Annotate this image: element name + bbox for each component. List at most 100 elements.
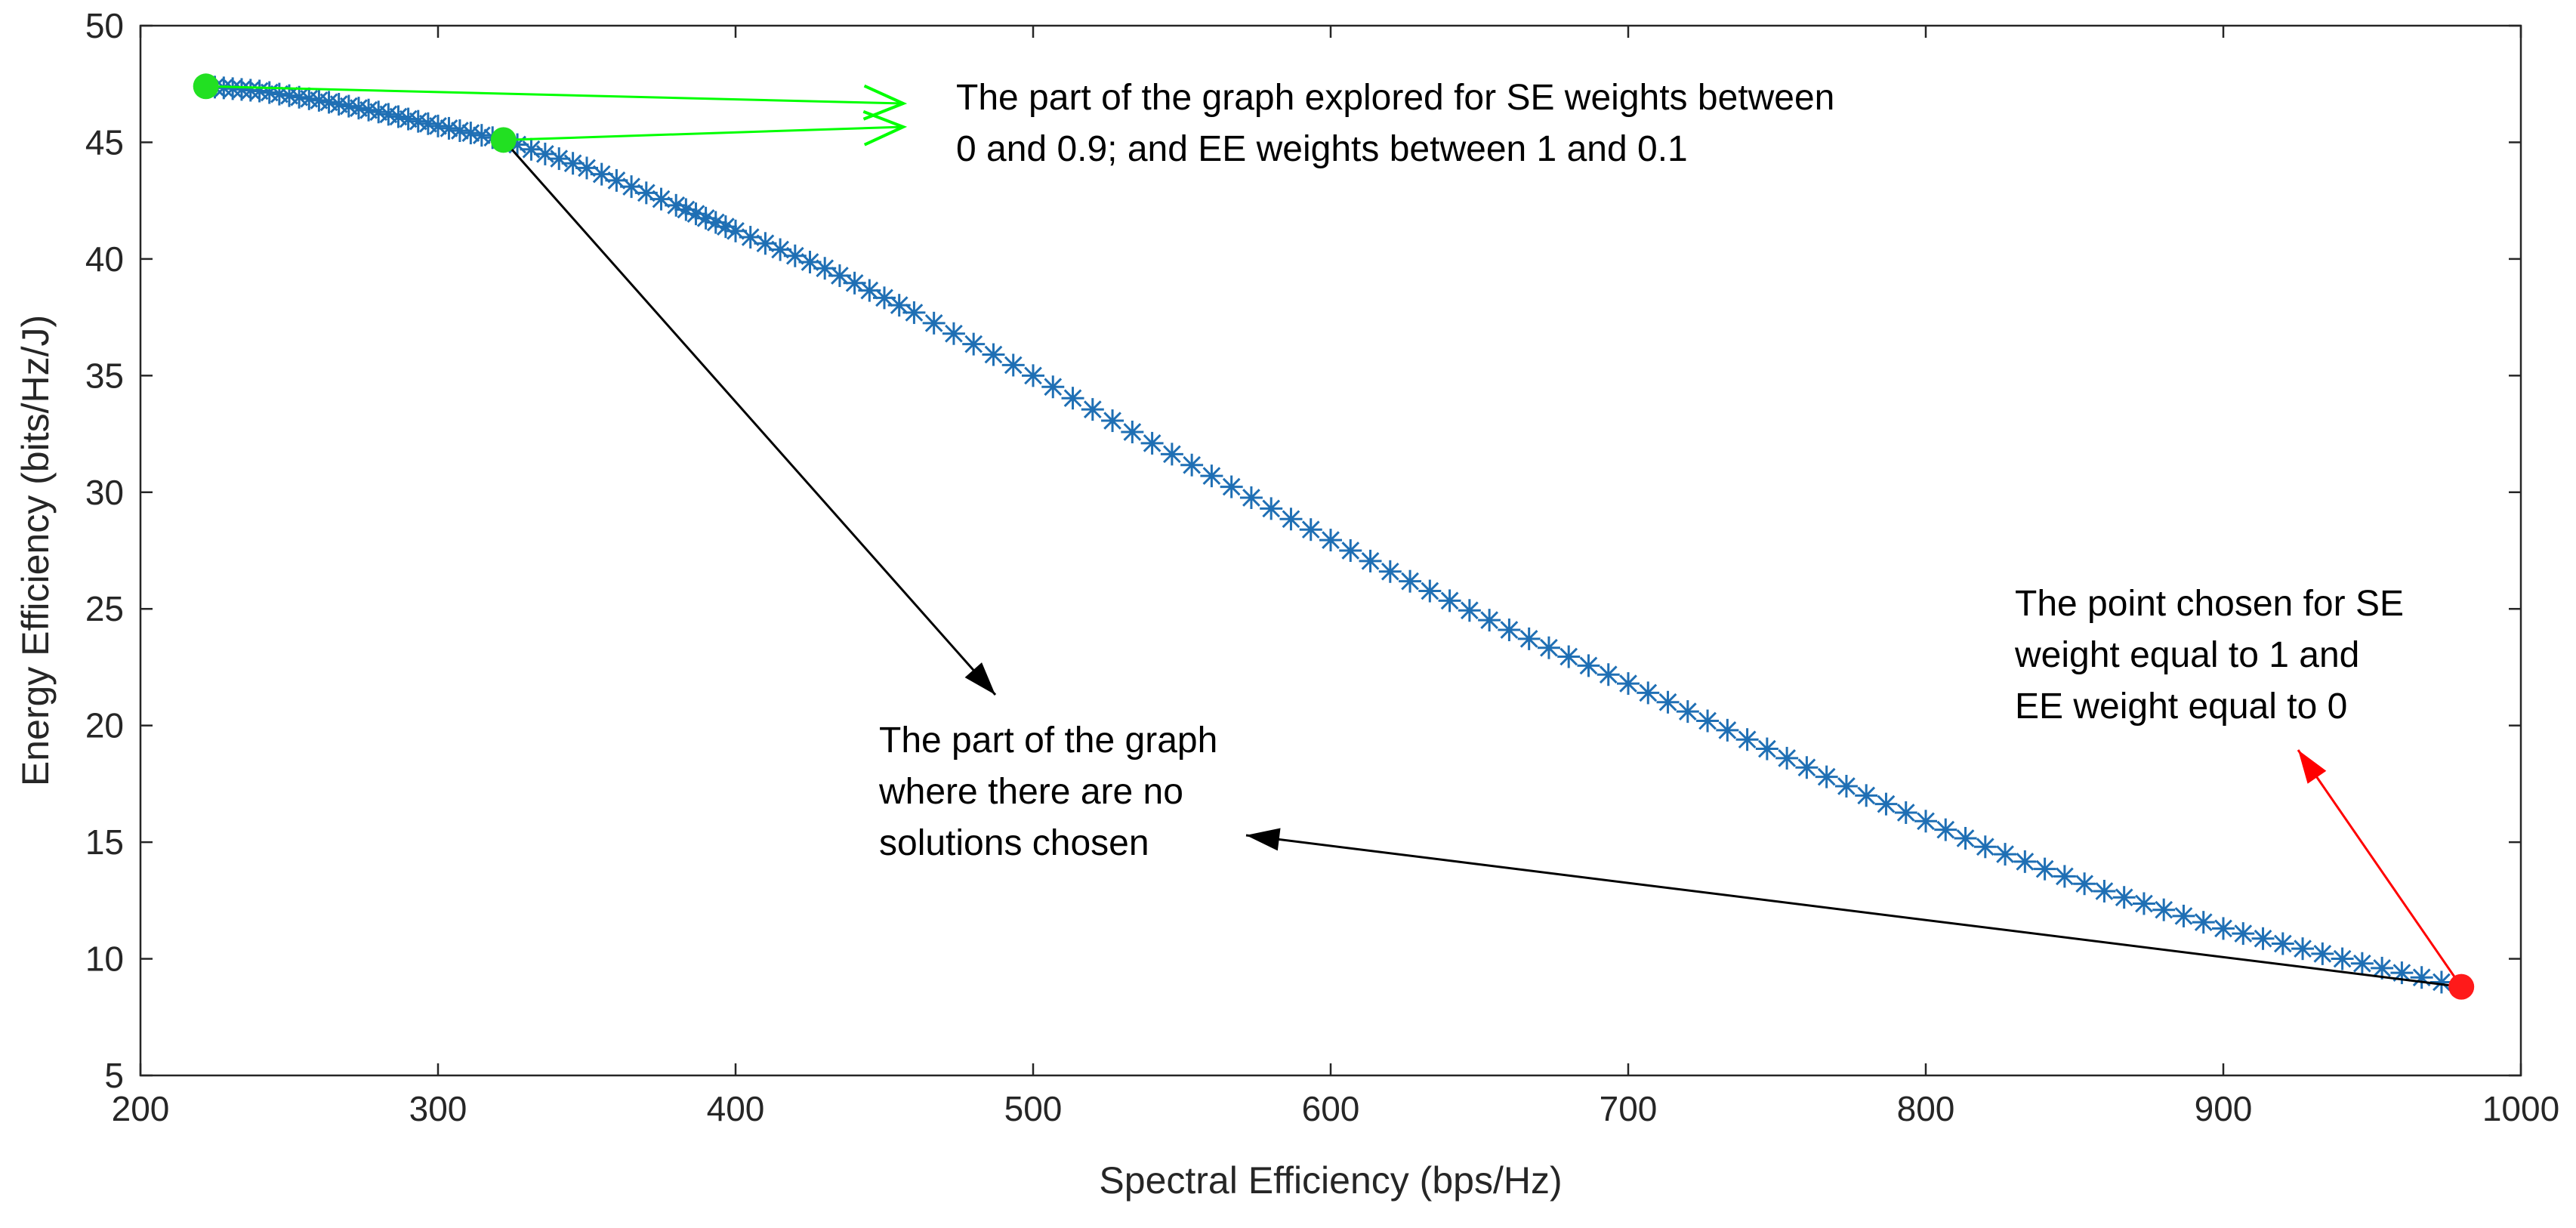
data-point (1378, 560, 1402, 583)
annotation-explored-region-line: 0 and 0.9; and EE weights between 1 and … (956, 129, 1688, 169)
series-fill-marker (1160, 443, 1183, 466)
asterisk-stroke (945, 324, 963, 343)
series-fill-marker (714, 215, 737, 239)
asterisk-stroke (1143, 434, 1162, 452)
x-tick-label: 700 (1600, 1089, 1658, 1128)
series-fill-marker (2053, 865, 2076, 888)
data-point (902, 301, 926, 324)
x-tick-label: 800 (1897, 1089, 1955, 1128)
series-fill-marker (1239, 486, 1263, 509)
y-tick-label: 20 (85, 706, 124, 745)
asterisk-stroke (1738, 730, 1757, 749)
series-fill-marker (561, 152, 585, 175)
asterisk-stroke (984, 345, 1003, 364)
asterisk-stroke (329, 95, 348, 113)
data-point (2093, 879, 2116, 902)
asterisk-stroke (2194, 913, 2213, 932)
asterisk-stroke (1540, 638, 1558, 657)
se-weight-1-point (2448, 973, 2475, 1000)
asterisk-stroke (310, 91, 329, 110)
series-fill-marker (2251, 927, 2275, 950)
asterisk-stroke (2373, 959, 2391, 977)
asterisk-stroke (2412, 968, 2431, 987)
series-fill-marker (1478, 609, 1501, 632)
series-fill-marker (2112, 886, 2136, 909)
asterisk-stroke (1123, 423, 1142, 441)
series-fill-marker (357, 98, 381, 122)
asterisk-stroke (2333, 949, 2352, 968)
asterisk-stroke (2135, 894, 2153, 913)
asterisk-stroke (637, 184, 656, 202)
annotation-se-weight-1-choice-line: EE weight equal to 0 (2015, 687, 2347, 727)
asterisk-stroke (1619, 674, 1637, 693)
series-fill-marker (1418, 579, 1442, 603)
annotation-no-solutions-region-line: solutions chosen (879, 823, 1149, 863)
asterisk-stroke (379, 105, 398, 124)
series-fill-marker (922, 311, 946, 335)
series-fill-marker (2291, 937, 2315, 961)
data-point (1498, 619, 1521, 642)
asterisk-stroke (924, 313, 943, 332)
data-point (1973, 835, 1997, 859)
asterisk-stroke (2174, 907, 2193, 925)
annotations: The part of the graph explored for SE we… (193, 73, 2475, 1000)
asterisk-stroke (369, 103, 388, 122)
asterisk-stroke (1322, 531, 1340, 549)
series-fill-marker (1577, 654, 1600, 677)
asterisk-stroke (451, 122, 469, 140)
asterisk-stroke (429, 116, 447, 135)
asterisk-stroke (1778, 749, 1796, 767)
asterisk-stroke (756, 234, 775, 253)
asterisk-stroke (1083, 400, 1102, 418)
asterisk-stroke (1163, 445, 1181, 464)
asterisk-stroke (1440, 591, 1459, 610)
series-fill-marker (1220, 475, 1243, 498)
series-fill-marker (1517, 627, 1541, 650)
y-tick-label: 35 (85, 356, 124, 395)
asterisk-stroke (280, 86, 298, 105)
asterisk-stroke (771, 240, 789, 259)
x-axis-title: Spectral Efficiency (bps/Hz) (1099, 1159, 1562, 1202)
series-fill-marker (694, 206, 717, 230)
asterisk-stroke (801, 253, 819, 271)
asterisk-stroke (1698, 711, 1717, 730)
x-tick-label: 900 (2195, 1089, 2253, 1128)
asterisk-stroke (1024, 366, 1042, 385)
asterisk-stroke (2035, 859, 2054, 878)
asterisk-stroke (399, 110, 418, 128)
ee-weight-0.1-point (490, 127, 517, 153)
asterisk-stroke (696, 208, 715, 227)
x-tick-label: 400 (707, 1089, 765, 1128)
series-fill-marker (962, 332, 986, 356)
asterisk-stroke (522, 140, 541, 159)
asterisk-stroke (622, 177, 640, 196)
series-fill-marker (1041, 375, 1065, 399)
series-fill-marker (942, 322, 965, 345)
asterisk-stroke (592, 165, 611, 184)
data-point (1855, 784, 1878, 807)
asterisk-stroke (1401, 572, 1419, 591)
series-fill-marker (1359, 549, 1382, 572)
series-fill-marker (2192, 911, 2215, 934)
black-arrow-head (964, 662, 995, 695)
series-fill-marker (1339, 539, 1362, 562)
asterisk-stroke (1976, 838, 1994, 856)
series-fill-marker (1795, 756, 1819, 779)
series-fill-marker (1656, 690, 1680, 714)
series-fill-marker (2410, 966, 2433, 989)
x-tick-label: 500 (1004, 1089, 1063, 1128)
asterisk-stroke (1956, 829, 1975, 847)
asterisk-stroke (563, 154, 582, 173)
asterisk-stroke (419, 114, 437, 133)
data-point (813, 257, 837, 280)
asterisk-stroke (2294, 940, 2312, 958)
series-fill-marker (1399, 569, 1422, 593)
series-fill-marker (1557, 645, 1581, 668)
series-fill-marker (2073, 872, 2096, 896)
asterisk-stroke (2115, 888, 2133, 907)
asterisk-stroke (290, 88, 308, 106)
series-fill-marker (843, 271, 866, 295)
series-fill-marker (1121, 420, 1144, 443)
asterisk-stroke (1599, 665, 1618, 684)
asterisk-stroke (1282, 510, 1300, 529)
